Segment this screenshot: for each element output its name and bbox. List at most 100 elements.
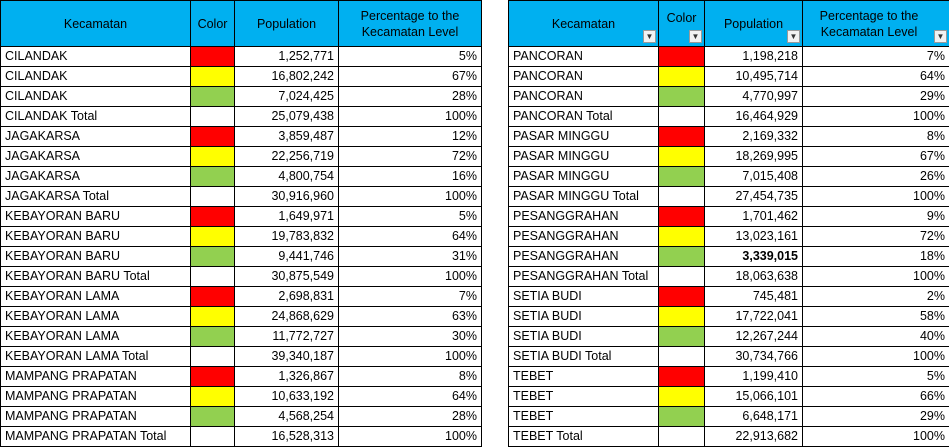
percentage-cell[interactable]: 67%	[338, 66, 482, 87]
population-cell[interactable]: 22,256,719	[234, 146, 339, 167]
population-cell[interactable]: 30,734,766	[704, 346, 803, 367]
color-cell[interactable]	[658, 66, 705, 87]
population-cell[interactable]: 16,464,929	[704, 106, 803, 127]
color-cell[interactable]	[190, 266, 235, 287]
chevron-down-icon[interactable]: ▼	[689, 30, 702, 43]
population-cell[interactable]: 15,066,101	[704, 386, 803, 407]
population-cell[interactable]: 30,875,549	[234, 266, 339, 287]
percentage-cell[interactable]: 100%	[338, 346, 482, 367]
color-cell[interactable]	[190, 226, 235, 247]
population-cell[interactable]: 30,916,960	[234, 186, 339, 207]
population-cell[interactable]: 3,859,487	[234, 126, 339, 147]
color-cell[interactable]	[190, 46, 235, 67]
population-cell[interactable]: 6,648,171	[704, 406, 803, 427]
percentage-cell[interactable]: 5%	[338, 206, 482, 227]
population-cell[interactable]: 13,023,161	[704, 226, 803, 247]
population-cell[interactable]: 7,015,408	[704, 166, 803, 187]
population-cell[interactable]: 18,269,995	[704, 146, 803, 167]
chevron-down-icon[interactable]: ▼	[643, 30, 656, 43]
population-cell[interactable]: 39,340,187	[234, 346, 339, 367]
header-percentage[interactable]: Percentage to the Kecamatan Level ▼	[802, 0, 949, 47]
header-color[interactable]: Color	[190, 0, 235, 47]
percentage-cell[interactable]: 40%	[802, 326, 949, 347]
percentage-cell[interactable]: 2%	[802, 286, 949, 307]
color-cell[interactable]	[658, 426, 705, 447]
color-cell[interactable]	[190, 146, 235, 167]
percentage-cell[interactable]: 100%	[802, 186, 949, 207]
kecamatan-cell[interactable]: PASAR MINGGU	[508, 126, 659, 147]
population-cell[interactable]: 3,339,015	[704, 246, 803, 267]
kecamatan-cell[interactable]: TEBET Total	[508, 426, 659, 447]
percentage-cell[interactable]: 100%	[802, 106, 949, 127]
kecamatan-cell[interactable]: KEBAYORAN LAMA	[0, 286, 191, 307]
color-cell[interactable]	[658, 46, 705, 67]
header-kecamatan[interactable]: Kecamatan	[0, 0, 191, 47]
percentage-cell[interactable]: 72%	[338, 146, 482, 167]
population-cell[interactable]: 12,267,244	[704, 326, 803, 347]
kecamatan-cell[interactable]: MAMPANG PRAPATAN Total	[0, 426, 191, 447]
percentage-cell[interactable]: 29%	[802, 406, 949, 427]
percentage-cell[interactable]: 5%	[802, 366, 949, 387]
color-cell[interactable]	[190, 326, 235, 347]
color-cell[interactable]	[658, 226, 705, 247]
percentage-cell[interactable]: 64%	[338, 386, 482, 407]
percentage-cell[interactable]: 9%	[802, 206, 949, 227]
population-cell[interactable]: 1,252,771	[234, 46, 339, 67]
kecamatan-cell[interactable]: SETIA BUDI Total	[508, 346, 659, 367]
chevron-down-icon[interactable]: ▼	[934, 30, 947, 43]
color-cell[interactable]	[190, 386, 235, 407]
kecamatan-cell[interactable]: CILANDAK	[0, 86, 191, 107]
color-cell[interactable]	[658, 186, 705, 207]
percentage-cell[interactable]: 64%	[802, 66, 949, 87]
kecamatan-cell[interactable]: PANCORAN Total	[508, 106, 659, 127]
percentage-cell[interactable]: 100%	[802, 346, 949, 367]
kecamatan-cell[interactable]: KEBAYORAN BARU	[0, 206, 191, 227]
color-cell[interactable]	[190, 126, 235, 147]
chevron-down-icon[interactable]: ▼	[787, 30, 800, 43]
color-cell[interactable]	[658, 266, 705, 287]
color-cell[interactable]	[658, 106, 705, 127]
kecamatan-cell[interactable]: KEBAYORAN BARU	[0, 246, 191, 267]
population-cell[interactable]: 1,649,971	[234, 206, 339, 227]
kecamatan-cell[interactable]: PANCORAN	[508, 86, 659, 107]
header-color[interactable]: Color ▼	[658, 0, 705, 47]
population-cell[interactable]: 2,169,332	[704, 126, 803, 147]
header-population[interactable]: Population ▼	[704, 0, 803, 47]
kecamatan-cell[interactable]: JAGAKARSA	[0, 166, 191, 187]
color-cell[interactable]	[190, 426, 235, 447]
population-cell[interactable]: 1,701,462	[704, 206, 803, 227]
population-cell[interactable]: 10,495,714	[704, 66, 803, 87]
color-cell[interactable]	[658, 166, 705, 187]
kecamatan-cell[interactable]: CILANDAK	[0, 66, 191, 87]
percentage-cell[interactable]: 8%	[338, 366, 482, 387]
color-cell[interactable]	[658, 206, 705, 227]
kecamatan-cell[interactable]: JAGAKARSA	[0, 146, 191, 167]
percentage-cell[interactable]: 100%	[802, 266, 949, 287]
kecamatan-cell[interactable]: PANCORAN	[508, 46, 659, 67]
color-cell[interactable]	[190, 286, 235, 307]
population-cell[interactable]: 17,722,041	[704, 306, 803, 327]
percentage-cell[interactable]: 31%	[338, 246, 482, 267]
percentage-cell[interactable]: 100%	[338, 186, 482, 207]
header-population[interactable]: Population	[234, 0, 339, 47]
color-cell[interactable]	[658, 306, 705, 327]
population-cell[interactable]: 18,063,638	[704, 266, 803, 287]
percentage-cell[interactable]: 7%	[338, 286, 482, 307]
population-cell[interactable]: 25,079,438	[234, 106, 339, 127]
percentage-cell[interactable]: 5%	[338, 46, 482, 67]
percentage-cell[interactable]: 8%	[802, 126, 949, 147]
color-cell[interactable]	[190, 246, 235, 267]
population-cell[interactable]: 4,770,997	[704, 86, 803, 107]
percentage-cell[interactable]: 7%	[802, 46, 949, 67]
percentage-cell[interactable]: 58%	[802, 306, 949, 327]
kecamatan-cell[interactable]: TEBET	[508, 386, 659, 407]
population-cell[interactable]: 10,633,192	[234, 386, 339, 407]
kecamatan-cell[interactable]: PANCORAN	[508, 66, 659, 87]
population-cell[interactable]: 4,800,754	[234, 166, 339, 187]
percentage-cell[interactable]: 18%	[802, 246, 949, 267]
color-cell[interactable]	[658, 86, 705, 107]
kecamatan-cell[interactable]: PASAR MINGGU	[508, 146, 659, 167]
population-cell[interactable]: 4,568,254	[234, 406, 339, 427]
kecamatan-cell[interactable]: MAMPANG PRAPATAN	[0, 366, 191, 387]
color-cell[interactable]	[190, 106, 235, 127]
